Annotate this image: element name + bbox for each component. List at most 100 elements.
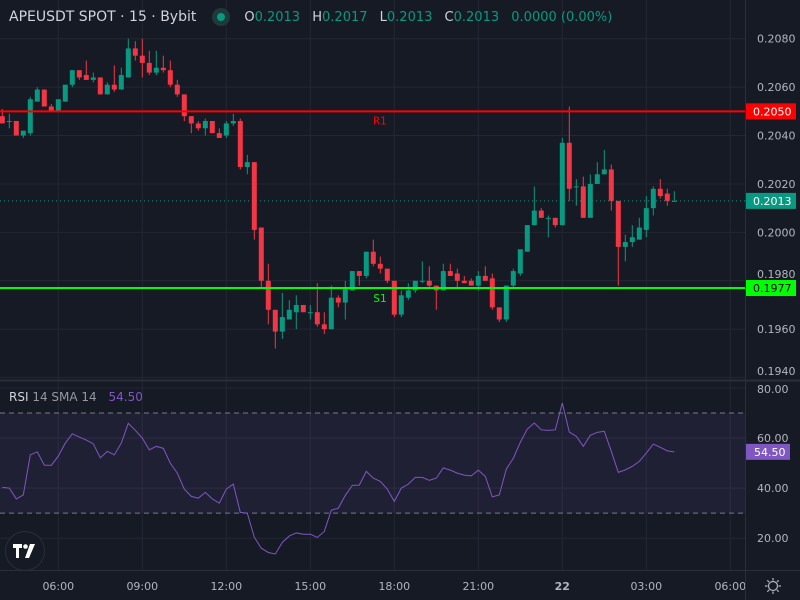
candle-up	[510, 271, 516, 286]
candle-up	[398, 295, 404, 315]
candle-up	[27, 99, 33, 134]
candle-up	[503, 285, 509, 320]
candle-down	[447, 271, 453, 276]
symbol-legend: APEUSDT SPOT · 15 · Bybit O0.2013 H0.201…	[9, 7, 612, 27]
candle-down	[664, 193, 670, 201]
candle-down	[258, 227, 264, 281]
rsi-value-label: 54.50	[754, 446, 786, 459]
candle-down	[195, 123, 201, 129]
candle-up	[524, 225, 530, 252]
candle-down	[615, 200, 621, 247]
candle-up	[125, 48, 131, 78]
candle-down	[209, 121, 215, 134]
candle-down	[489, 278, 495, 308]
level-price-label: 0.2050	[753, 105, 792, 118]
close-value: 0.2013	[453, 9, 500, 25]
candle-down	[468, 280, 474, 286]
rsi-params: 14 SMA 14	[32, 390, 97, 404]
candle-down	[461, 280, 467, 284]
candle-down	[496, 307, 502, 320]
candle-up	[62, 84, 68, 102]
price-tick-label: 0.2080	[757, 33, 796, 46]
rsi-tick-label: 60.00	[757, 432, 789, 445]
candle-up	[587, 183, 593, 218]
settings-sun-icon[interactable]	[764, 577, 782, 595]
candle-up	[286, 309, 292, 320]
open-value: 0.2013	[254, 9, 301, 25]
candle-down	[13, 121, 19, 136]
candle-up	[545, 217, 551, 219]
candle-down	[216, 133, 222, 138]
rsi-name[interactable]: RSI	[9, 390, 29, 404]
candle-up	[594, 174, 600, 184]
candle-up	[349, 271, 355, 291]
change-value: 0.0000 (0.00%)	[511, 9, 613, 25]
candle-down	[111, 84, 117, 90]
rsi-tick-label: 80.00	[757, 383, 789, 396]
last-price-badge	[746, 192, 796, 209]
candle-up	[573, 186, 579, 188]
high-value: 0.2017	[322, 9, 368, 25]
candle-down	[426, 280, 432, 286]
level-price-label: 0.1977	[753, 282, 792, 295]
candle-down	[377, 263, 383, 269]
rsi-value: 54.50	[108, 390, 143, 404]
candle-up	[419, 280, 425, 282]
candle-down	[482, 275, 488, 281]
candle-down	[146, 62, 152, 73]
candle-up	[104, 84, 110, 95]
level-price-badge	[746, 103, 796, 120]
candle-up	[405, 290, 411, 298]
time-tick-label: 18:00	[378, 580, 410, 593]
candle-down	[97, 77, 103, 95]
time-tick-label: 22	[555, 580, 570, 593]
candle-down	[608, 169, 614, 201]
candle-up	[363, 251, 369, 276]
ohlc-values: O0.2013 H0.2017 L0.2013 C0.2013 0.0000 (…	[244, 10, 612, 25]
tradingview-logo-icon[interactable]	[5, 531, 45, 571]
candle-down	[384, 268, 390, 281]
candle-down	[132, 48, 138, 56]
candle-down	[321, 324, 327, 330]
candle-up	[517, 249, 523, 274]
candle-up	[650, 188, 656, 209]
candle-up	[412, 280, 418, 291]
time-tick-label: 03:00	[630, 580, 662, 593]
price-tick-label: 0.2060	[757, 81, 796, 94]
time-tick-label: 21:00	[462, 580, 494, 593]
candle-down	[237, 121, 243, 168]
candle-up	[223, 123, 229, 136]
last-price-label: 0.2013	[753, 195, 792, 208]
candle-up	[307, 312, 313, 314]
candle-up	[55, 99, 61, 112]
symbol-title[interactable]: APEUSDT SPOT · 15 · Bybit	[9, 9, 197, 25]
open-label: O	[244, 9, 255, 25]
candle-down	[139, 55, 145, 63]
candle-up	[643, 208, 649, 230]
price-tick-label: 0.2040	[757, 130, 796, 143]
close-label: C	[444, 9, 454, 25]
candle-down	[272, 309, 278, 332]
candle-up	[34, 89, 40, 102]
candle-down	[370, 251, 376, 264]
level-name-r1: R1	[373, 114, 386, 127]
candle-down	[83, 75, 89, 80]
candle-down	[566, 142, 572, 189]
candle-up	[636, 227, 642, 240]
candle-up	[153, 67, 159, 73]
candle-down	[48, 106, 54, 112]
candle-up	[279, 317, 285, 332]
candle-up	[622, 242, 628, 247]
candle-down	[314, 312, 320, 325]
candle-up	[20, 130, 26, 136]
level-price-badge	[746, 280, 796, 297]
candle-down	[552, 217, 558, 226]
price-tick-label: 0.2020	[757, 178, 796, 191]
candle-up	[671, 200, 677, 202]
high-label: H	[312, 9, 323, 25]
time-tick-label: 09:00	[126, 580, 158, 593]
candle-down	[76, 70, 82, 78]
rsi-tick-label: 40.00	[757, 482, 789, 495]
candle-down	[356, 271, 362, 276]
